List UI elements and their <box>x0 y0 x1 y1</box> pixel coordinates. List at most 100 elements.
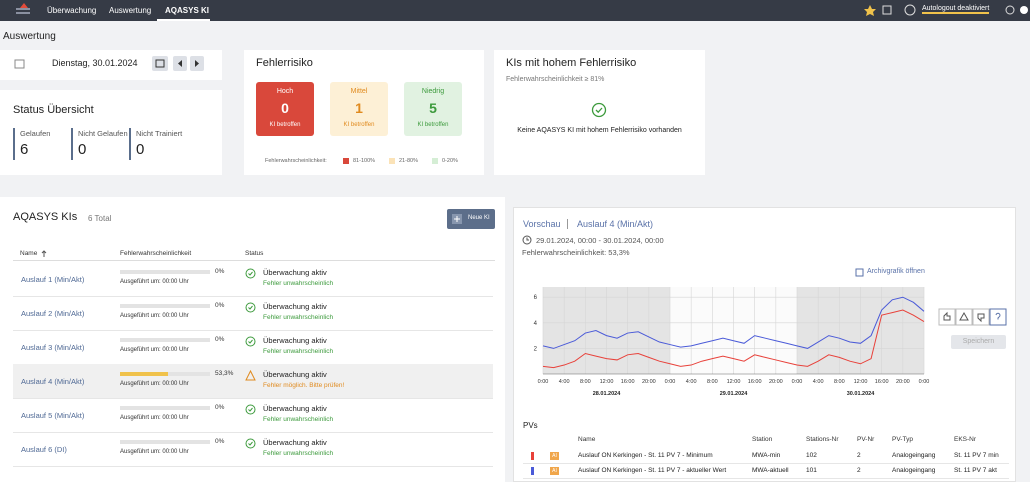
nav-item[interactable]: Überwachung <box>47 6 97 15</box>
status-label: Gelaufen <box>20 129 51 138</box>
legend-swatch <box>389 158 395 164</box>
nav-item[interactable]: Auswertung <box>109 6 152 15</box>
status-title: Status Übersicht <box>13 104 94 116</box>
ki-row[interactable]: Auslauf 6 (DI) 0% Ausgeführt um: 00:00 Uhr… <box>13 432 493 467</box>
legend-label: 0-20% <box>442 158 458 164</box>
executed: Ausgeführt um: 00:00 Uhr <box>120 313 189 319</box>
status-icon <box>245 268 256 279</box>
pv-cell: St. 11 PV 7 min <box>954 452 999 459</box>
risk-box: Hoch 0 KI betroffen <box>256 82 314 136</box>
pv-title: PVs <box>523 421 538 430</box>
executed: Ausgeführt um: 00:00 Uhr <box>120 347 189 353</box>
pv-row-line <box>523 478 1009 479</box>
ok-icon <box>245 336 256 347</box>
probability-label: 0% <box>215 268 225 275</box>
risk-legend-label: Fehlerwahrscheinlichkeit: <box>265 158 327 164</box>
status-divider <box>13 128 15 160</box>
ki-name: Auslauf 5 (Min/Akt) <box>21 411 85 420</box>
ki-row[interactable]: Auslauf 2 (Min/Akt) 0% Ausgeführt um: 00:0… <box>13 296 493 331</box>
preview-label: Vorschau <box>523 219 561 229</box>
status-label: Nicht Trainiert <box>136 129 183 138</box>
legend-swatch <box>343 158 349 164</box>
nav-bar: Autologout deaktiviert <box>0 0 1030 21</box>
ok-icon <box>245 302 256 313</box>
date-buttons[interactable] <box>152 56 212 72</box>
status-value: 0 <box>78 141 87 158</box>
ki-row[interactable]: Auslauf 4 (Min/Akt) 53,3% Ausgeführt um: 0… <box>13 364 493 399</box>
nav-active <box>157 19 210 21</box>
ki-list-title: AQASYS KIs <box>13 211 78 223</box>
pv-cell: Auslauf ON Kerkingen - St. 11 PV 7 - akt… <box>578 467 727 474</box>
pv-badge: AI <box>550 452 559 460</box>
risk-count: 5 <box>429 100 437 116</box>
probability-label: 0% <box>215 438 225 445</box>
page-title: Auswertung <box>3 31 56 42</box>
status-icon <box>245 302 256 313</box>
ok-check <box>248 441 253 446</box>
series-line <box>542 296 925 349</box>
risk-count: 0 <box>281 100 289 116</box>
executed: Ausgeführt um: 00:00 Uhr <box>120 279 189 285</box>
pv-column: Stations-Nr <box>806 436 839 443</box>
status-text: Überwachung aktiv <box>263 268 327 277</box>
pv-row-line <box>523 463 1009 464</box>
legend-label: 81-100% <box>353 158 376 164</box>
preview-range: 29.01.2024, 00:00 - 30.01.2024, 00:00 <box>536 236 664 245</box>
sort-icon[interactable] <box>41 250 47 258</box>
pv-column: EKS-Nr <box>954 436 977 443</box>
status-label: Nicht Gelaufen <box>78 129 128 138</box>
pv-cell: MWA-min <box>752 452 781 459</box>
status-value: 6 <box>20 141 29 158</box>
pv-cell: 2 <box>857 467 861 474</box>
status-text: Überwachung aktiv <box>263 438 327 447</box>
x-tick-label: 8:00 <box>707 379 718 385</box>
archive-link[interactable]: Archivgrafik öffnen <box>867 268 925 275</box>
ki-name: Auslauf 2 (Min/Akt) <box>21 309 85 318</box>
x-tick-label: 16:00 <box>748 379 762 385</box>
status-text: Überwachung aktiv <box>263 370 327 379</box>
status-card: Status Übersicht Gelaufen 6 Nicht Gelaufen… <box>0 90 222 175</box>
feedback-buttons[interactable] <box>938 308 1008 326</box>
link-icon <box>855 268 864 277</box>
separator <box>567 219 568 229</box>
pv-column: Station <box>752 436 773 443</box>
pv-cell: St. 11 PV 7 akt <box>954 467 997 474</box>
x-tick-label: 12:00 <box>854 379 868 385</box>
status-icon <box>245 438 256 449</box>
risk-title: Fehlerrisiko <box>256 57 313 69</box>
progress-track <box>120 270 210 274</box>
y-tick-label: 2 <box>534 346 538 352</box>
progress-track <box>120 406 210 410</box>
executed: Ausgeführt um: 00:00 Uhr <box>120 449 189 455</box>
ki-row[interactable]: Auslauf 5 (Min/Akt) 0% Ausgeführt um: 00:0… <box>13 398 493 433</box>
ki-row[interactable]: Auslauf 3 (Min/Akt) 0% Ausgeführt um: 00:0… <box>13 330 493 365</box>
check-icon <box>591 102 607 118</box>
new-ki-label: Neue KI <box>468 215 490 221</box>
ki-name: Auslauf 6 (DI) <box>21 445 67 454</box>
x-tick-label: 16:00 <box>875 379 889 385</box>
ok-icon <box>245 404 256 415</box>
column-header: Fehlerwahrscheinlichkeit <box>120 250 192 257</box>
high-risk-title: KIs mit hohem Fehlerrisiko <box>506 57 637 69</box>
sort-arrow <box>41 250 47 257</box>
ki-list-card: AQASYS KIs 6 Total Neue KI Name Fehlerwah… <box>0 197 505 482</box>
pv-color <box>531 452 534 460</box>
y-tick-label: 6 <box>534 295 538 301</box>
autologout[interactable]: Autologout deaktiviert <box>922 5 990 14</box>
pv-cell: Analogeingang <box>892 467 936 474</box>
pv-cell: 102 <box>806 452 817 459</box>
x-tick-label: 20:00 <box>642 379 656 385</box>
column-header: Status <box>245 250 264 257</box>
status-note: Fehler unwahrscheinlich <box>263 416 334 423</box>
ki-row[interactable]: Auslauf 1 (Min/Akt) 0% Ausgeführt um: 00:0… <box>13 262 493 297</box>
progress-bar <box>120 372 168 376</box>
save-button[interactable]: Speichern <box>951 335 1006 349</box>
x-tick-label: 4:00 <box>686 379 697 385</box>
nav-item[interactable]: AQASYS KI <box>165 6 210 15</box>
x-tick-label: 0:00 <box>919 379 930 385</box>
new-ki-button[interactable]: Neue KI <box>447 209 495 229</box>
risk-box: Niedrig 5 KI betroffen <box>404 82 462 136</box>
status-note: Fehler unwahrscheinlich <box>263 314 334 321</box>
ki-name: Auslauf 3 (Min/Akt) <box>21 343 85 352</box>
ok-check <box>248 407 253 412</box>
